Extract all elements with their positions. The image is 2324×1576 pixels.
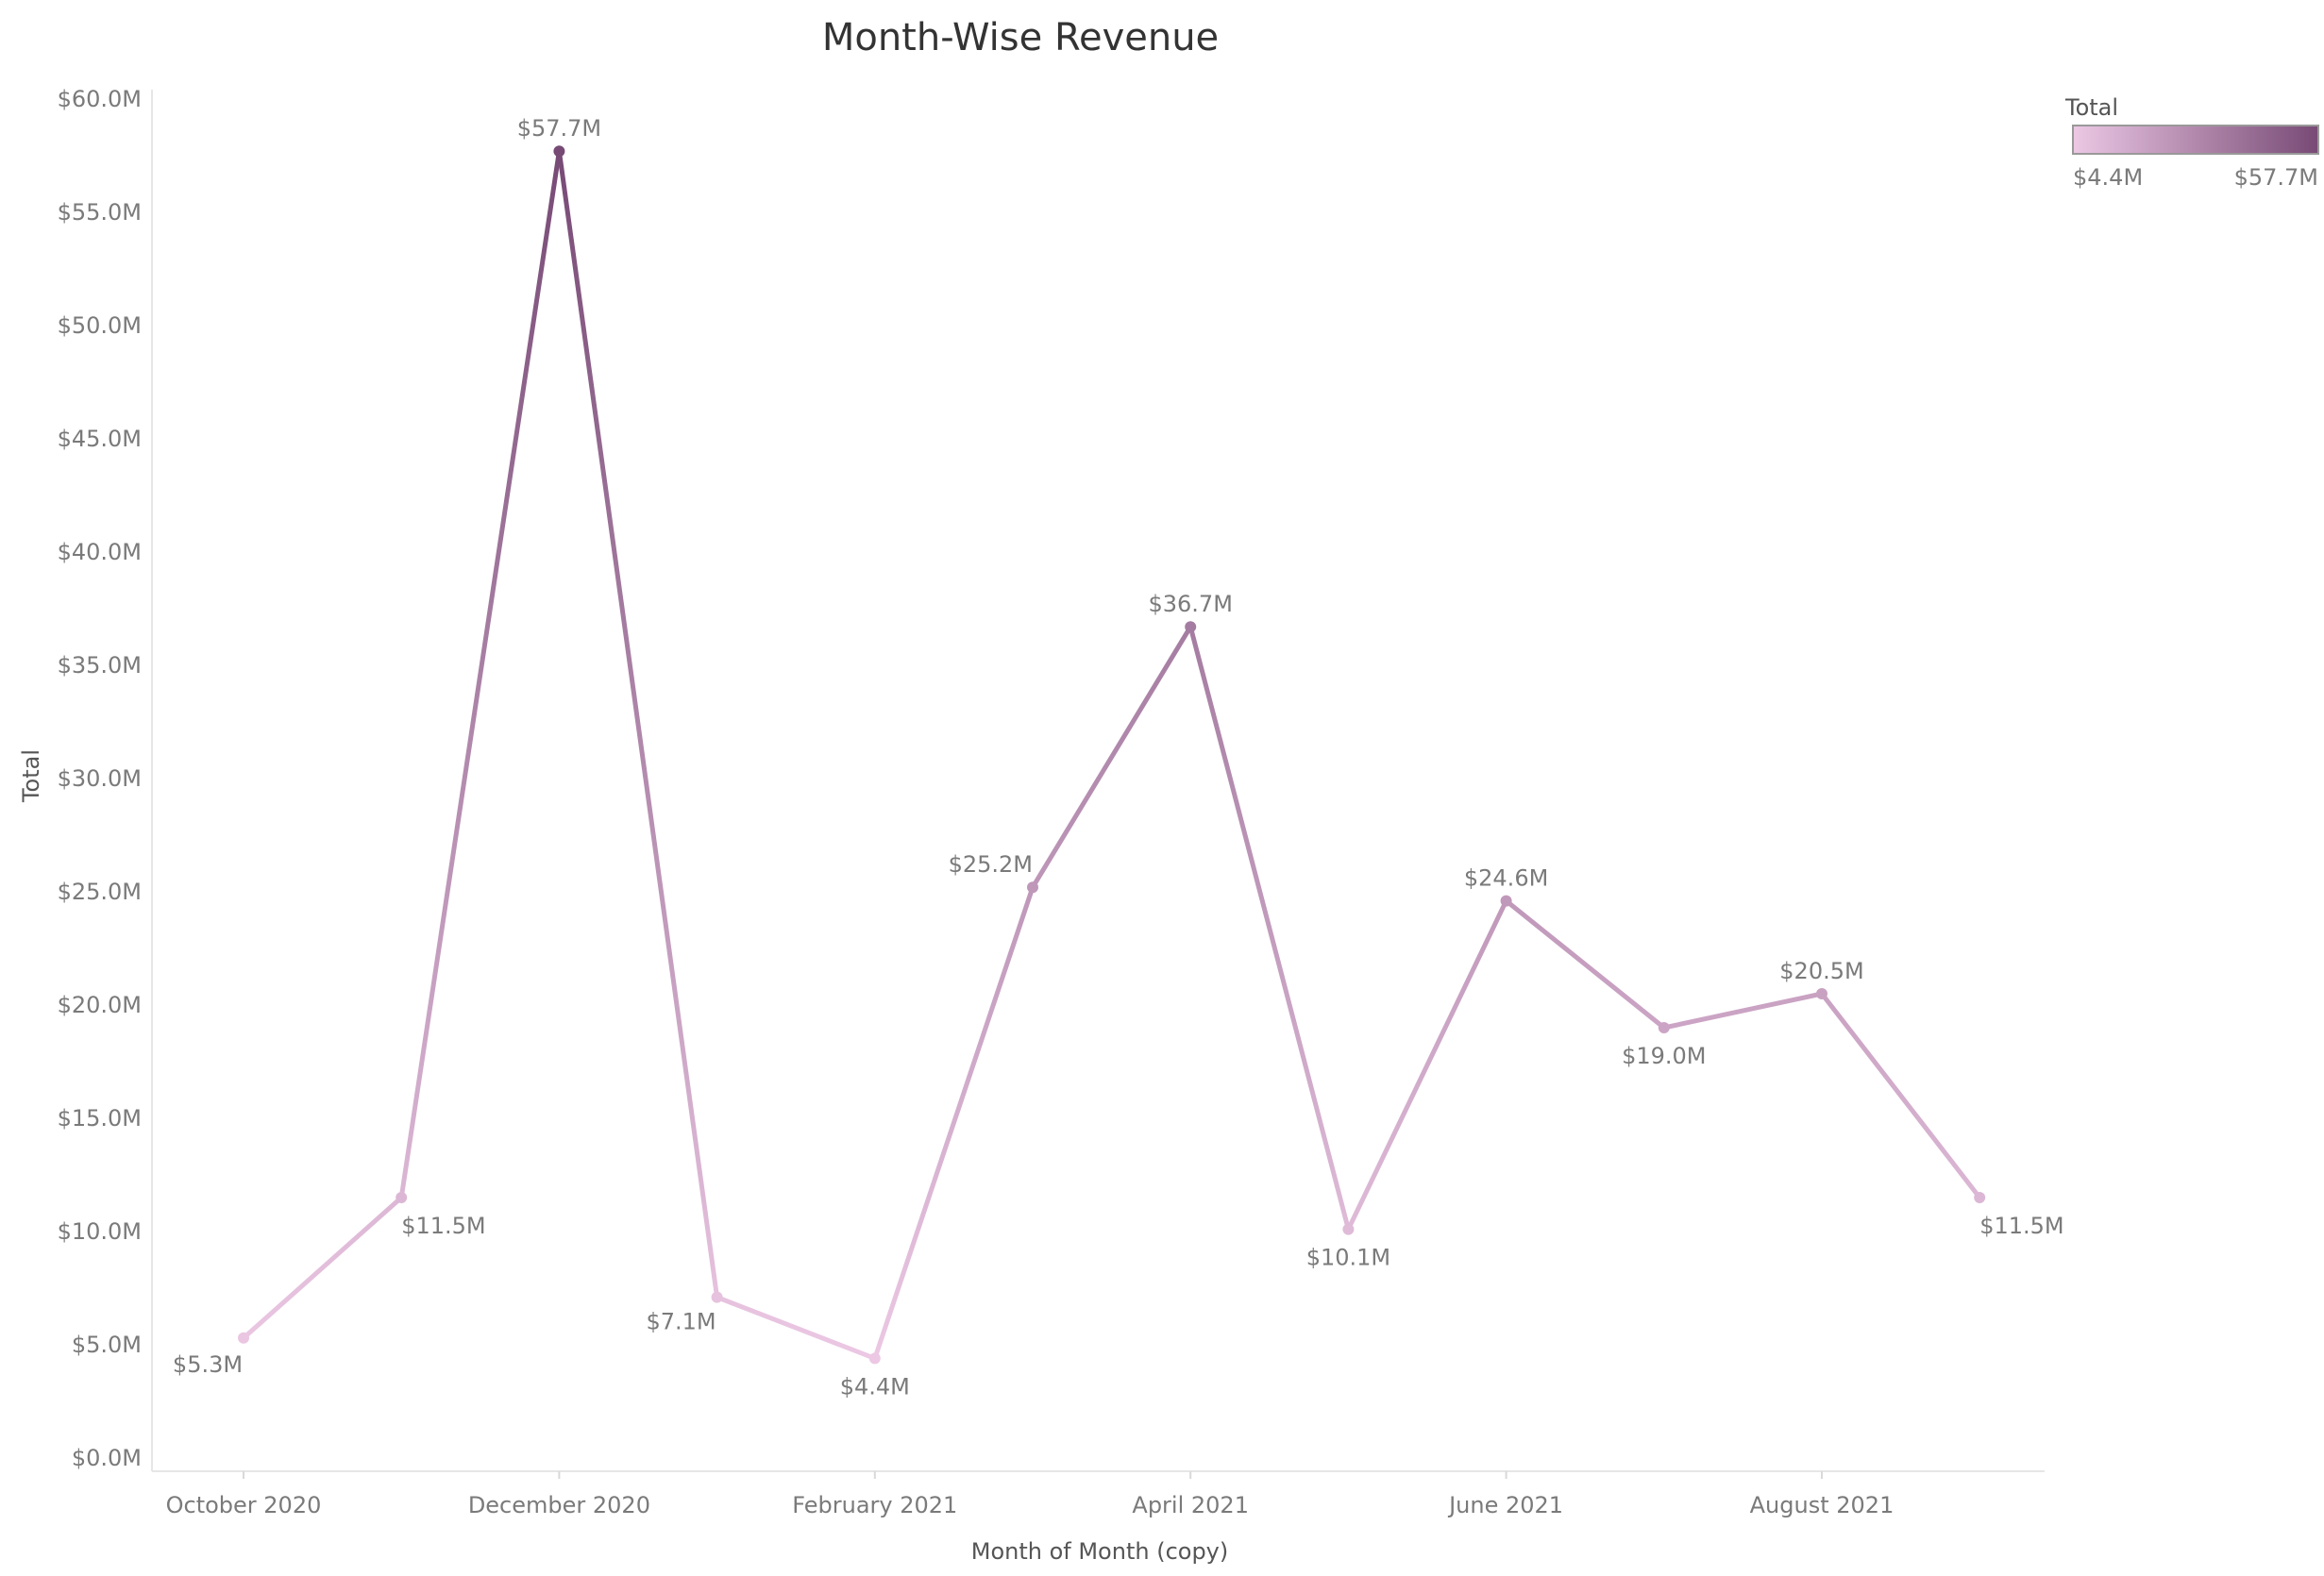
x-tick-label: August 2021 xyxy=(1750,1492,1895,1518)
y-tick-label: $45.0M xyxy=(58,426,142,452)
line-segment xyxy=(241,1195,404,1341)
data-point[interactable] xyxy=(868,1352,881,1365)
y-tick-label: $5.0M xyxy=(72,1332,142,1358)
line-segment xyxy=(1030,624,1193,890)
data-point[interactable] xyxy=(1185,621,1197,633)
color-legend: Total $4.4M $57.7M xyxy=(2064,94,2319,191)
x-axis-title: Month of Month (copy) xyxy=(971,1538,1229,1565)
legend-title: Total xyxy=(2064,94,2118,121)
data-label: $20.5M xyxy=(1779,958,1863,984)
y-tick-label: $30.0M xyxy=(58,765,142,792)
data-point[interactable] xyxy=(1500,895,1512,907)
series-line xyxy=(241,148,1982,1361)
x-tick-label: April 2021 xyxy=(1132,1492,1249,1518)
line-segment xyxy=(1504,898,1667,1031)
line-segment xyxy=(1661,991,1825,1031)
data-label: $11.5M xyxy=(1979,1213,2063,1239)
data-point[interactable] xyxy=(553,145,565,158)
legend-gradient-bar xyxy=(2072,125,2319,155)
line-segment xyxy=(556,148,720,1300)
data-label: $19.0M xyxy=(1622,1043,1706,1069)
y-axis: $0.0M $5.0M $10.0M $15.0M $20.0M $25.0M $30.0M… xyxy=(58,86,142,1471)
line-segment xyxy=(715,1295,878,1361)
y-tick-label: $10.0M xyxy=(58,1218,142,1245)
data-point[interactable] xyxy=(1816,988,1827,999)
data-label: $10.1M xyxy=(1306,1245,1390,1271)
data-label: $57.7M xyxy=(517,115,601,142)
x-tick-label: December 2020 xyxy=(468,1492,650,1518)
legend-min-label: $4.4M xyxy=(2073,164,2143,191)
data-label: $24.6M xyxy=(1464,865,1548,892)
data-labels: $5.3M $11.5M $57.7M $7.1M $4.4M $25.2M $36.7M $… xyxy=(173,115,2064,1400)
data-label: $11.5M xyxy=(401,1213,485,1239)
x-tick-label: October 2020 xyxy=(166,1492,322,1518)
y-axis-title: Total xyxy=(18,749,44,803)
line-segment xyxy=(398,148,562,1200)
y-tick-label: $25.0M xyxy=(58,879,142,905)
line-segment xyxy=(1187,624,1351,1232)
line-segment xyxy=(1819,991,1982,1200)
data-point[interactable] xyxy=(1342,1223,1355,1235)
y-tick-label: $50.0M xyxy=(58,312,142,339)
data-point[interactable] xyxy=(711,1291,723,1303)
legend-max-label: $57.7M xyxy=(2234,164,2318,191)
line-segment xyxy=(872,884,1036,1361)
data-point[interactable] xyxy=(1658,1022,1670,1033)
y-tick-label: $55.0M xyxy=(58,199,142,226)
y-tick-label: $20.0M xyxy=(58,992,142,1018)
y-tick-label: $0.0M xyxy=(72,1445,142,1471)
x-axis: October 2020 December 2020 February 2021 Ap… xyxy=(166,1471,1895,1518)
line-segment xyxy=(1345,898,1509,1232)
series-points xyxy=(238,145,1986,1365)
data-point[interactable] xyxy=(1027,881,1038,894)
y-tick-label: $15.0M xyxy=(58,1105,142,1132)
y-tick-label: $60.0M xyxy=(58,86,142,112)
data-point[interactable] xyxy=(238,1332,249,1344)
data-label: $7.1M xyxy=(646,1309,716,1335)
data-label: $36.7M xyxy=(1148,591,1232,617)
y-tick-label: $40.0M xyxy=(58,539,142,565)
data-label: $4.4M xyxy=(840,1373,910,1400)
x-tick-label: June 2021 xyxy=(1447,1492,1563,1518)
data-point[interactable] xyxy=(396,1192,408,1203)
data-label: $5.3M xyxy=(173,1351,243,1378)
x-tick-label: February 2021 xyxy=(792,1492,957,1518)
chart-title: Month-Wise Revenue xyxy=(822,16,1219,59)
data-point[interactable] xyxy=(1974,1192,1986,1203)
y-tick-label: $35.0M xyxy=(58,652,142,679)
data-label: $25.2M xyxy=(949,851,1033,878)
